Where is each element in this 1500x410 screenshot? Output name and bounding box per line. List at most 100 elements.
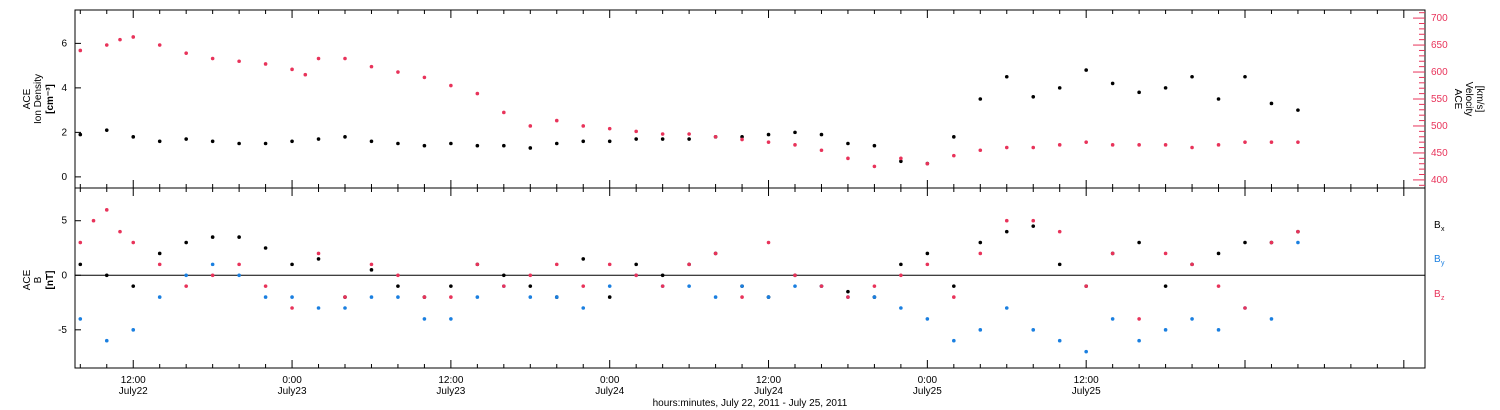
bz-point — [475, 262, 480, 267]
velocity-point — [422, 75, 427, 80]
bz-point — [184, 284, 188, 288]
x-axis-title: hours:minutes, July 22, 2011 - July 25, … — [653, 398, 848, 409]
bz-point — [925, 262, 930, 267]
bz-point — [819, 284, 824, 288]
velocity-point — [1004, 145, 1009, 150]
density-point — [1296, 108, 1300, 112]
by-point — [396, 295, 400, 299]
density-point — [1031, 94, 1036, 99]
x-tick-date: July24 — [595, 386, 624, 397]
velocity-point — [104, 43, 109, 47]
by-point — [607, 284, 612, 288]
velocity-point — [502, 110, 506, 115]
density-point — [581, 139, 586, 144]
velocity-point — [1296, 140, 1300, 144]
by-point — [978, 328, 983, 332]
density-tick-label: 2 — [61, 127, 67, 138]
density-point — [899, 159, 903, 164]
velocity-point — [952, 153, 956, 158]
bx-point — [184, 240, 188, 245]
density-point — [819, 132, 824, 137]
velocity-point — [449, 83, 453, 88]
bz-point — [660, 284, 665, 288]
bottom-panel-frame — [74, 187, 1426, 369]
velocity-point — [78, 48, 83, 53]
bz-point — [502, 284, 506, 288]
bz-point — [396, 273, 400, 278]
by-point — [1084, 349, 1088, 354]
bz-point — [91, 218, 96, 223]
velocity-point — [303, 72, 308, 77]
x-tick-time: 12:00 — [121, 375, 146, 386]
velocity-point — [899, 156, 903, 161]
bx-point — [369, 268, 374, 272]
velocity-tick-label: 450 — [1431, 148, 1448, 159]
bx-point — [1057, 262, 1062, 267]
bx-point — [502, 273, 506, 278]
velocity-tick-label: 400 — [1431, 175, 1448, 186]
top-panel-frame — [74, 9, 1426, 189]
density-series — [78, 68, 1300, 166]
bx-point — [952, 284, 956, 288]
velocity-point — [290, 67, 294, 72]
bz-point — [634, 273, 638, 278]
velocity-point — [607, 126, 612, 131]
density-point — [237, 141, 241, 146]
velocity-point — [793, 143, 797, 147]
bz-point — [581, 284, 586, 288]
b-tick-label: 0 — [61, 270, 67, 281]
legend-sub-bx: x — [1441, 226, 1445, 233]
time-axis-labels: 12:00July220:00July2312:00July230:00July… — [119, 375, 1101, 397]
velocity-point — [819, 148, 824, 153]
by-point — [740, 284, 744, 288]
velocity-point — [1057, 143, 1062, 147]
by-point — [78, 317, 83, 321]
bx-point — [157, 251, 162, 256]
density-point — [660, 137, 665, 141]
bz-point — [78, 240, 83, 245]
velocity-point — [210, 56, 215, 61]
bz-point — [607, 262, 612, 267]
density-point — [369, 139, 374, 144]
bz-point — [1296, 229, 1300, 234]
legend-label-by: B — [1434, 254, 1441, 265]
bz-point — [131, 240, 136, 245]
velocity-point — [925, 161, 930, 166]
x-tick-time: 0:00 — [282, 375, 302, 386]
velocity-point — [713, 134, 718, 139]
legend-sub-by: y — [1441, 260, 1445, 267]
density-point — [1057, 86, 1062, 90]
bz-point — [118, 229, 122, 234]
density-point — [316, 137, 321, 141]
bz-point — [952, 295, 956, 299]
bz-point — [1110, 251, 1115, 256]
bz-point — [369, 262, 374, 267]
bz-point — [846, 295, 850, 299]
bz-point — [1031, 218, 1036, 223]
by-point — [1110, 317, 1115, 321]
b-axis-label-line1: ACE — [22, 269, 33, 290]
by-point — [554, 295, 559, 299]
bz-point — [528, 273, 533, 278]
by-point — [422, 317, 427, 321]
by-point — [184, 273, 188, 278]
bx-point — [290, 262, 294, 267]
bx-point — [1137, 240, 1141, 245]
bx-point — [78, 262, 83, 267]
density-tick-label: 6 — [61, 38, 67, 49]
by-point — [369, 295, 374, 299]
density-point — [1216, 97, 1221, 101]
density-axis-ticks: 0 2 4 6 — [61, 38, 81, 183]
velocity-axis-label-line1: ACE — [1452, 89, 1463, 110]
density-point — [449, 141, 453, 146]
bz-point — [740, 295, 744, 299]
bx-point — [925, 251, 930, 256]
b-axis-label-unit: [nT] — [45, 271, 56, 290]
by-point — [1004, 306, 1009, 310]
bz-point — [449, 295, 453, 299]
legend-label-bz: B — [1434, 289, 1441, 300]
by-point — [899, 306, 903, 310]
density-point — [607, 139, 612, 144]
velocity-axis-label-line2: Velocity — [1463, 82, 1474, 116]
bz-point — [316, 251, 321, 256]
